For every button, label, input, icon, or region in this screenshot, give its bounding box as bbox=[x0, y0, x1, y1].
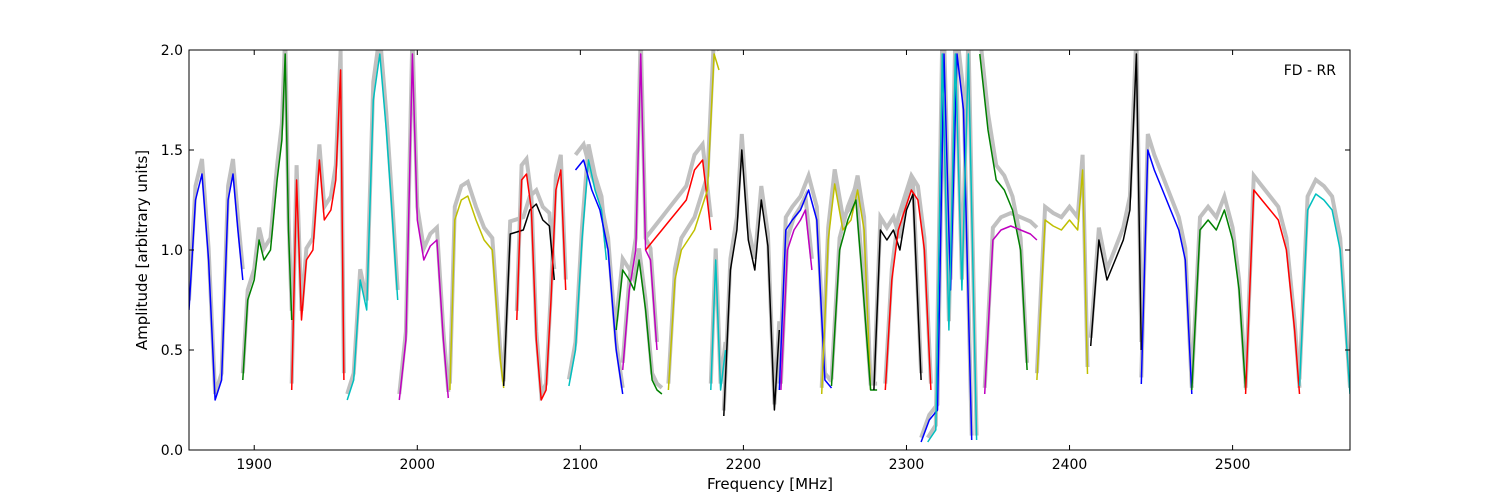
x-tick-label: 2100 bbox=[563, 457, 599, 473]
background-envelope-line bbox=[666, 50, 721, 384]
series-line bbox=[1036, 169, 1089, 381]
y-tick-label: 0.5 bbox=[161, 343, 183, 359]
series-line bbox=[1298, 193, 1350, 395]
series-layer bbox=[189, 50, 1350, 443]
series-line bbox=[884, 189, 932, 391]
series-line bbox=[290, 69, 345, 391]
series-line bbox=[1140, 149, 1193, 395]
y-axis-label: Amplitude [arbitrary units] bbox=[133, 150, 151, 350]
background-envelope-line bbox=[644, 139, 713, 240]
x-tick-label: 2300 bbox=[889, 457, 925, 473]
y-tick-label: 2.0 bbox=[161, 43, 183, 59]
x-tick-label: 1900 bbox=[236, 457, 272, 473]
series-line bbox=[927, 53, 978, 443]
series-line bbox=[920, 53, 973, 443]
series-line bbox=[615, 259, 663, 395]
series-line bbox=[723, 149, 781, 417]
axes-layer: 1900 2000 2100 2200 2300 2400 2500 0.0 0.5 1.0 1.5… bbox=[161, 43, 1350, 473]
series-line bbox=[830, 199, 878, 391]
x-tick-label: 2400 bbox=[1052, 457, 1088, 473]
background-envelope-line bbox=[189, 158, 245, 395]
plot-frame bbox=[188, 49, 1351, 451]
x-tick-label: 2000 bbox=[399, 457, 435, 473]
y-tick-label: 1.0 bbox=[161, 243, 183, 259]
x-axis-label: Frequency [MHz] bbox=[707, 475, 833, 493]
y-tick-label: 0.0 bbox=[161, 443, 183, 459]
background-envelope-line bbox=[1139, 133, 1194, 388]
series-line bbox=[502, 203, 556, 387]
series-line bbox=[667, 53, 720, 391]
background-envelope-line bbox=[1189, 189, 1248, 384]
series-line bbox=[710, 259, 727, 391]
series-line bbox=[645, 159, 712, 251]
series-line bbox=[242, 53, 293, 381]
series-line bbox=[1244, 189, 1301, 395]
background-envelope-line bbox=[614, 248, 664, 390]
series-line bbox=[1191, 209, 1247, 391]
series-line bbox=[189, 173, 244, 401]
background-envelope-line bbox=[1088, 50, 1144, 343]
annotation-label: FD - RR bbox=[1284, 63, 1337, 79]
series-line bbox=[979, 53, 1028, 371]
series-line bbox=[1089, 53, 1143, 351]
background-envelope-line bbox=[1034, 154, 1090, 374]
series-line bbox=[346, 53, 399, 401]
series-line bbox=[621, 53, 658, 371]
x-tick-label: 2200 bbox=[726, 457, 762, 473]
background-envelope-line bbox=[982, 210, 1039, 388]
background-envelope-line bbox=[883, 170, 933, 384]
series-line bbox=[574, 159, 624, 395]
series-line bbox=[449, 195, 505, 391]
y-tick-label: 1.5 bbox=[161, 143, 183, 159]
series-line bbox=[398, 53, 450, 401]
x-tick-label: 2500 bbox=[1215, 457, 1251, 473]
background-envelope-line bbox=[1297, 176, 1350, 388]
series-line bbox=[516, 169, 567, 401]
background-envelope-line bbox=[979, 50, 1030, 363]
background-envelope-line bbox=[1243, 170, 1302, 388]
series-line bbox=[983, 225, 1038, 395]
series-line bbox=[568, 159, 608, 387]
series-line bbox=[780, 209, 813, 391]
